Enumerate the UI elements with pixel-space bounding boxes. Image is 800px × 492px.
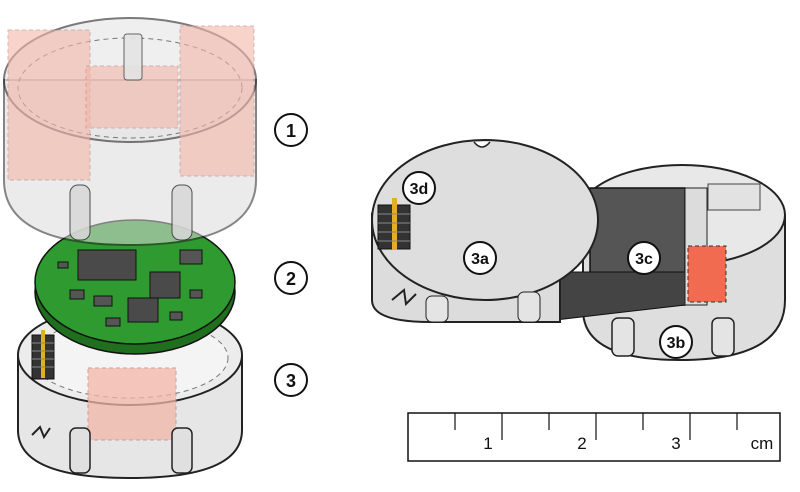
pcb-board xyxy=(34,219,236,355)
pcb-chip-large xyxy=(77,249,137,281)
scale-bar: 1 2 3 cm xyxy=(407,412,781,462)
battery-block-3c xyxy=(554,187,727,321)
callout-3b-text: 3b xyxy=(667,335,686,352)
scale-tick-label-1: 1 xyxy=(483,434,492,453)
callout-3b: 3b xyxy=(659,325,693,359)
lid-window-left xyxy=(7,29,91,181)
bottom-connector xyxy=(31,330,55,380)
callout-2-text: 2 xyxy=(286,269,296,289)
scale-tick-label-3: 3 xyxy=(671,434,680,453)
bottom-window xyxy=(87,367,177,441)
callout-3c-text: 3c xyxy=(635,251,653,268)
callout-3d-text: 3d xyxy=(410,181,429,198)
callout-1-text: 1 xyxy=(286,121,296,141)
battery-red-element xyxy=(687,245,727,303)
top-lid xyxy=(3,17,257,247)
callout-3a: 3a xyxy=(463,241,497,275)
callout-3: 3 xyxy=(274,363,308,397)
callout-3d: 3d xyxy=(402,171,436,205)
callout-2: 2 xyxy=(274,261,308,295)
scale-bar-frame xyxy=(407,412,781,462)
lid-window-right xyxy=(179,25,255,177)
callout-3-text: 3 xyxy=(286,371,296,391)
callout-1: 1 xyxy=(274,113,308,147)
scale-tick-label-2: 2 xyxy=(577,434,586,453)
housing-connector-3d xyxy=(377,198,411,250)
callout-3a-text: 3a xyxy=(471,251,489,268)
scale-unit-label: cm xyxy=(751,434,774,453)
callout-3c: 3c xyxy=(627,241,661,275)
